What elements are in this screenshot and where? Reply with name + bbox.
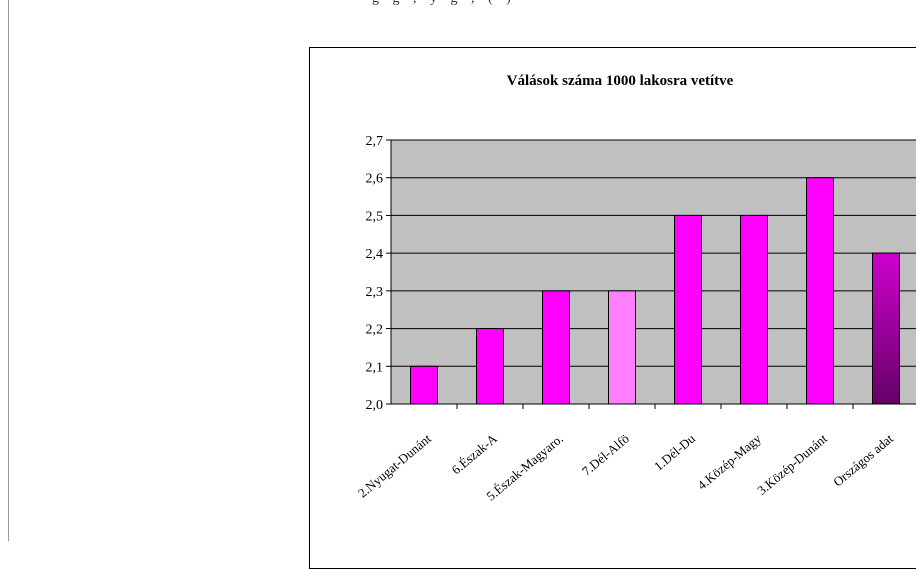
y-tick-label: 2,3 xyxy=(366,285,384,300)
bar xyxy=(410,365,438,405)
bars xyxy=(410,177,900,405)
y-tick-label: 2,7 xyxy=(366,134,384,149)
document-top-text: g g , y g , ( ) xyxy=(372,0,916,11)
x-tick-label: Országos adat xyxy=(830,431,896,490)
x-tick-label: 4.Közép-Magy xyxy=(694,430,764,492)
y-tick-label: 2,2 xyxy=(366,323,384,338)
y-tick-label: 2,4 xyxy=(366,247,384,262)
bar xyxy=(476,328,504,405)
bar-chart: Válások száma 1000 lakosra vetítve 2,02,… xyxy=(355,73,916,504)
x-tick-label: 1.Dél-Du xyxy=(651,430,698,473)
bar xyxy=(806,177,834,405)
x-tick-label: 7.Dél-Alfö xyxy=(579,431,632,479)
x-tick-label: 6.Észak-A xyxy=(449,430,501,477)
chart-frame: Válások száma 1000 lakosra vetítve 2,0 2,… xyxy=(309,47,916,569)
axes xyxy=(386,139,916,409)
chart-title: Válások száma 1000 lakosra vetítve xyxy=(507,73,734,89)
bar xyxy=(608,290,636,405)
page-left-margin-line xyxy=(8,0,9,541)
x-tick-label: 3.Közép-Dunánt xyxy=(754,431,830,498)
y-tick-label: 2,5 xyxy=(366,209,384,224)
plot-area xyxy=(391,140,916,404)
bar xyxy=(740,214,768,405)
y-tick-label: 2,1 xyxy=(366,360,384,375)
x-tick-label: 2.Nyugat-Dunánt xyxy=(355,431,434,501)
bar xyxy=(674,214,702,405)
y-tick-label: 2,6 xyxy=(366,172,384,187)
y-tick-labels: 2,0 2,1 2,2 2,3 2,4 2,5 2,6 2,7 xyxy=(366,134,384,413)
y-tick-label: 2,0 xyxy=(366,398,384,413)
bar xyxy=(872,252,900,405)
bar xyxy=(542,290,570,405)
x-tick-labels: 2.Nyugat-Dunánt 6.Észak-A5.Észak-Magyaro.… xyxy=(355,430,896,503)
